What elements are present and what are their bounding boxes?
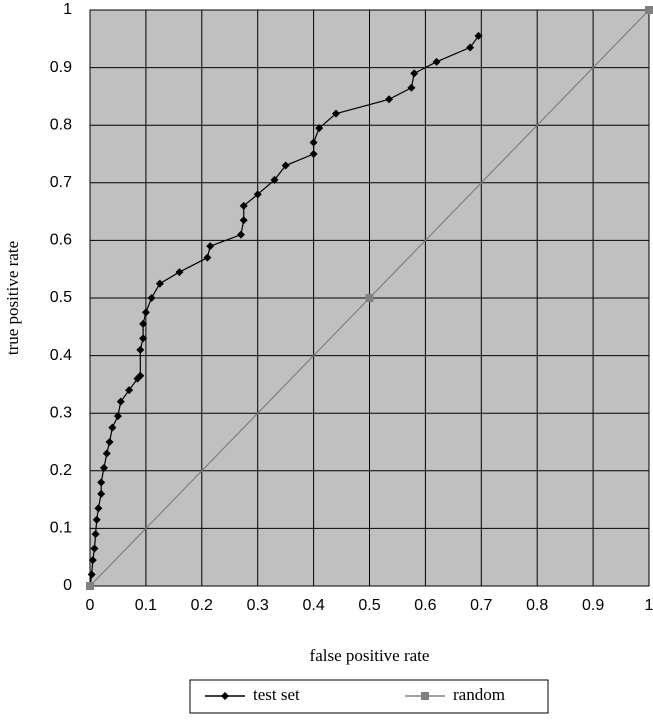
legend-box bbox=[189, 679, 549, 714]
x-tick-label: 0.8 bbox=[526, 597, 548, 614]
marker bbox=[90, 544, 99, 553]
marker bbox=[331, 109, 340, 118]
marker bbox=[91, 530, 100, 539]
y-tick-label: 0.3 bbox=[50, 404, 72, 421]
x-tick-label: 0.9 bbox=[582, 597, 604, 614]
legend-label: random bbox=[453, 685, 505, 704]
x-tick-label: 0.1 bbox=[135, 597, 157, 614]
marker bbox=[113, 412, 122, 421]
marker bbox=[94, 504, 103, 513]
x-tick-label: 1 bbox=[645, 597, 653, 614]
marker bbox=[466, 43, 475, 52]
marker bbox=[432, 57, 441, 66]
legend-label: test set bbox=[253, 685, 300, 704]
marker bbox=[315, 124, 324, 133]
marker bbox=[136, 345, 145, 354]
marker bbox=[239, 216, 248, 225]
x-tick-label: 0.5 bbox=[358, 597, 380, 614]
marker bbox=[97, 489, 106, 498]
marker bbox=[309, 138, 318, 147]
marker bbox=[281, 161, 290, 170]
marker bbox=[645, 6, 653, 14]
marker bbox=[239, 201, 248, 210]
marker bbox=[203, 253, 212, 262]
marker bbox=[116, 397, 125, 406]
y-tick-label: 0.7 bbox=[50, 174, 72, 191]
x-tick-label: 0.4 bbox=[302, 597, 324, 614]
x-axis-label: false positive rate bbox=[310, 646, 430, 665]
marker bbox=[253, 190, 262, 199]
marker bbox=[474, 31, 483, 40]
y-tick-label: 1 bbox=[63, 1, 72, 18]
x-tick-label: 0.7 bbox=[470, 597, 492, 614]
marker bbox=[87, 570, 96, 579]
marker bbox=[99, 463, 108, 472]
y-axis-label: true positive rate bbox=[3, 241, 22, 355]
marker bbox=[86, 582, 94, 590]
x-tick-label: 0.6 bbox=[414, 597, 436, 614]
y-tick-label: 0.4 bbox=[50, 347, 72, 364]
marker bbox=[147, 294, 156, 302]
marker bbox=[410, 69, 419, 78]
y-tick-label: 0 bbox=[63, 577, 72, 594]
marker bbox=[88, 556, 97, 565]
marker bbox=[105, 438, 114, 446]
marker bbox=[125, 386, 134, 395]
marker bbox=[92, 515, 101, 524]
marker bbox=[206, 242, 215, 251]
marker bbox=[221, 692, 229, 700]
marker bbox=[175, 268, 184, 277]
marker bbox=[270, 175, 279, 184]
marker bbox=[108, 423, 117, 432]
y-tick-label: 0.6 bbox=[50, 232, 72, 249]
marker bbox=[365, 294, 374, 302]
y-tick-label: 0.5 bbox=[50, 289, 72, 306]
marker bbox=[407, 83, 416, 92]
marker bbox=[136, 371, 145, 380]
marker bbox=[141, 308, 150, 317]
marker bbox=[102, 449, 111, 458]
marker bbox=[236, 230, 245, 239]
marker bbox=[385, 95, 394, 104]
x-tick-label: 0.2 bbox=[191, 597, 213, 614]
y-tick-label: 0.9 bbox=[50, 59, 72, 76]
marker bbox=[421, 692, 429, 700]
marker bbox=[309, 150, 318, 158]
x-tick-label: 0.3 bbox=[247, 597, 269, 614]
y-tick-label: 0.1 bbox=[50, 520, 72, 537]
marker bbox=[97, 478, 106, 487]
y-tick-label: 0.2 bbox=[50, 462, 72, 479]
marker bbox=[155, 279, 164, 288]
marker bbox=[139, 319, 148, 328]
marker bbox=[139, 334, 148, 343]
x-tick-label: 0 bbox=[86, 597, 95, 614]
y-tick-label: 0.8 bbox=[50, 116, 72, 133]
